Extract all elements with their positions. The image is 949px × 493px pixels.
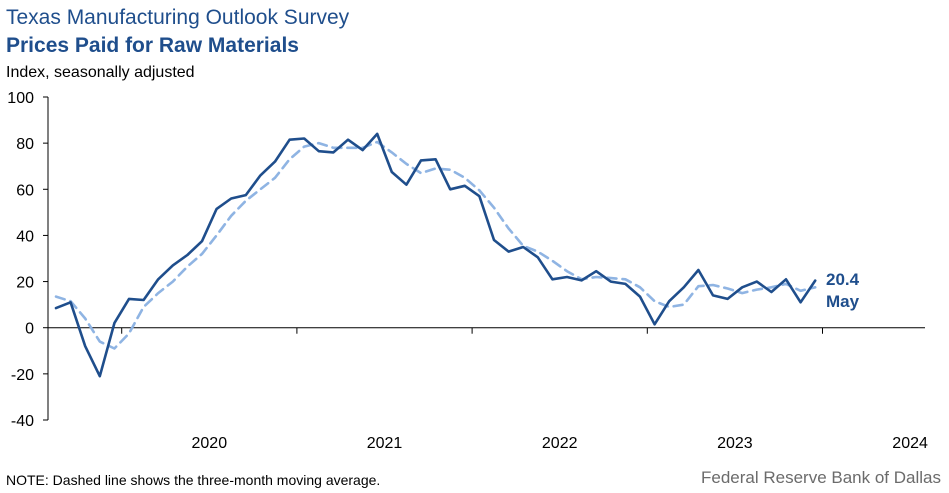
x-tick-label: 2024 <box>892 435 928 452</box>
y-axis-unit-label: Index, seasonally adjusted <box>6 64 195 81</box>
y-tick-label: -20 <box>11 367 34 384</box>
x-tick-label: 2022 <box>542 435 578 452</box>
y-tick-label: 40 <box>16 228 34 245</box>
y-tick-labels: 100 80 60 40 20 0 -20 -40 <box>7 90 34 430</box>
chart-title: Prices Paid for Raw Materials <box>6 34 299 57</box>
x-tick-label: 2023 <box>717 435 753 452</box>
y-tick-label: 20 <box>16 275 34 292</box>
footnote: NOTE: Dashed line shows the three-month … <box>6 472 381 488</box>
y-tick-label: -40 <box>11 413 34 430</box>
y-tick-label: 0 <box>25 321 34 338</box>
axes <box>43 96 925 421</box>
y-tick-label: 60 <box>16 182 34 199</box>
series-layer <box>54 132 817 378</box>
latest-month-label: May <box>826 292 860 311</box>
x-tick-label: 2021 <box>367 435 403 452</box>
x-tick-label: 2020 <box>192 435 228 452</box>
latest-value-label: 20.4 <box>826 270 860 289</box>
moving-average-line <box>54 140 817 350</box>
y-tick-label: 100 <box>7 90 34 107</box>
index-line <box>54 132 817 378</box>
chart-supertitle: Texas Manufacturing Outlook Survey <box>6 6 350 29</box>
y-tick-label: 80 <box>16 136 34 153</box>
x-tick-labels: 2020 2021 2022 2023 2024 <box>192 435 928 452</box>
source-credit: Federal Reserve Bank of Dallas <box>700 468 941 487</box>
